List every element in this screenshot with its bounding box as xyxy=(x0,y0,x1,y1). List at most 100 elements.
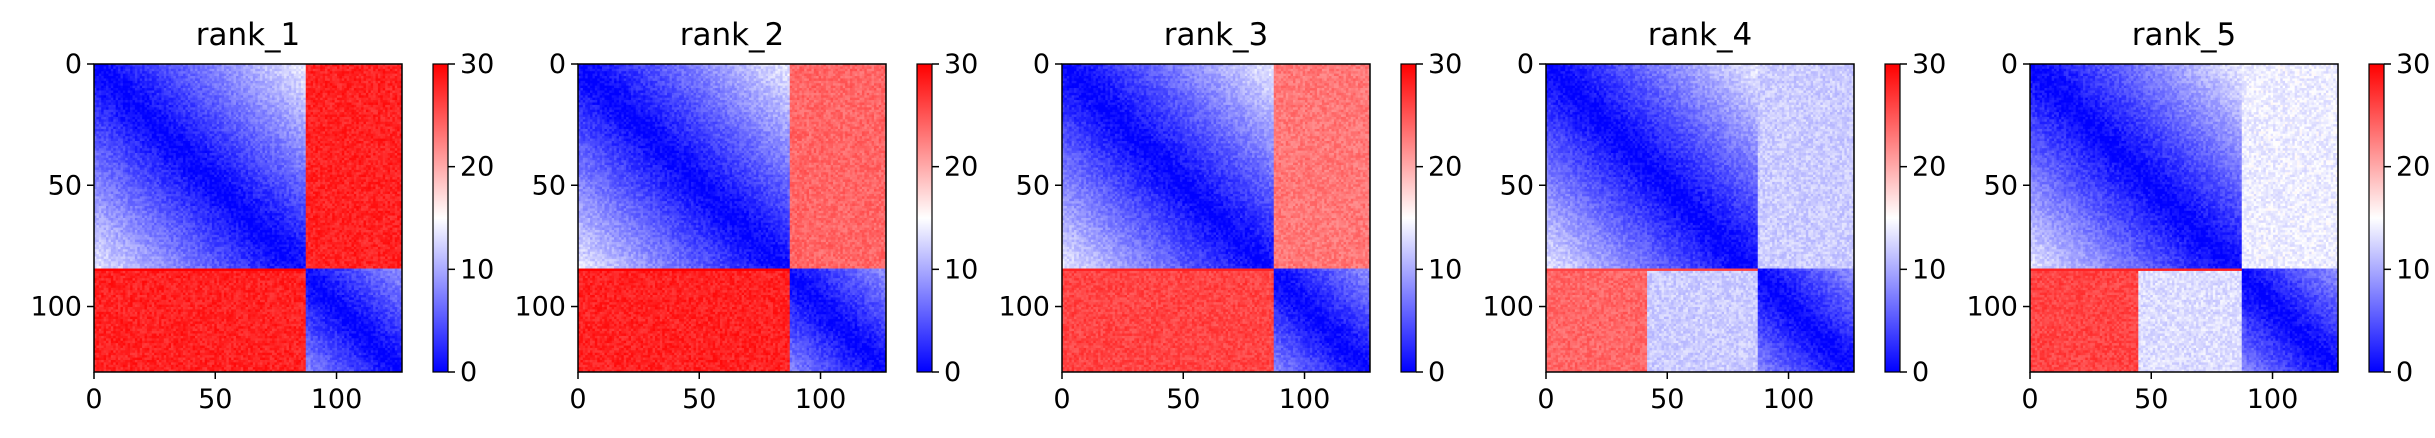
heatmap-cell xyxy=(315,69,318,72)
heatmap-cell xyxy=(291,66,294,69)
heatmap-cell xyxy=(306,69,309,72)
heatmap-cell xyxy=(140,86,143,89)
heatmap-cell xyxy=(183,86,186,89)
heatmap-cell xyxy=(205,74,208,77)
heatmap-cell xyxy=(318,69,321,72)
heatmap-cell xyxy=(366,66,369,69)
heatmap-cell xyxy=(214,78,217,81)
heatmap-cell xyxy=(323,83,326,86)
heatmap-cell xyxy=(96,86,99,89)
heatmap-cell xyxy=(364,83,367,86)
heatmap-cell xyxy=(161,74,164,77)
heatmap-cell xyxy=(248,81,251,84)
heatmap-cell xyxy=(354,71,357,74)
heatmap-cell xyxy=(287,86,290,89)
heatmap-cell xyxy=(108,69,111,72)
heatmap-cell xyxy=(193,66,196,69)
heatmap-cell xyxy=(96,78,99,81)
heatmap-cell xyxy=(330,66,333,69)
heatmap-cell xyxy=(147,86,150,89)
heatmap-cell xyxy=(229,66,232,69)
heatmap-cell xyxy=(140,66,143,69)
heatmap-cell xyxy=(125,74,128,77)
heatmap-cell xyxy=(193,83,196,86)
heatmap-cell xyxy=(260,78,263,81)
heatmap-cell xyxy=(354,78,357,81)
heatmap-cell xyxy=(229,74,232,77)
heatmap-cell xyxy=(166,83,169,86)
heatmap-cell xyxy=(308,81,311,84)
heatmap-cell xyxy=(190,83,193,86)
heatmap-cells xyxy=(94,64,402,372)
heatmap-cell xyxy=(376,71,379,74)
heatmap-cell xyxy=(318,78,321,81)
heatmap-cell xyxy=(104,66,107,69)
heatmap-cell xyxy=(371,71,374,74)
heatmap-cell xyxy=(130,69,133,72)
heatmap-cell xyxy=(270,69,273,72)
heatmap-cell xyxy=(306,71,309,74)
heatmap-cell xyxy=(101,81,104,84)
heatmap-cell xyxy=(291,78,294,81)
heatmap-cell xyxy=(303,78,306,81)
heatmap-cell xyxy=(214,66,217,69)
heatmap-cell xyxy=(241,66,244,69)
heatmap-cell xyxy=(101,78,104,81)
heatmap-cell xyxy=(267,69,270,72)
heatmap-cell xyxy=(347,74,350,77)
heatmap-cell xyxy=(289,81,292,84)
heatmap-cell xyxy=(255,74,258,77)
heatmap-cell xyxy=(125,81,128,84)
heatmap-cell xyxy=(178,76,181,79)
heatmap-cell xyxy=(200,74,203,77)
heatmap-cell xyxy=(197,71,200,74)
heatmap-cell xyxy=(140,78,143,81)
heatmap-cell xyxy=(217,83,220,86)
heatmap-cell xyxy=(219,66,222,69)
heatmap-cell xyxy=(248,74,251,77)
heatmap-cell xyxy=(190,76,193,79)
heatmap-cell xyxy=(287,71,290,74)
heatmap-cell xyxy=(315,76,318,79)
heatmap-cell xyxy=(133,78,136,81)
heatmap-cell xyxy=(392,74,395,77)
heatmap-cell xyxy=(140,83,143,86)
heatmap-cell xyxy=(159,76,162,79)
heatmap-cell xyxy=(111,83,114,86)
heatmap-cell xyxy=(246,76,249,79)
heatmap-cell xyxy=(246,74,249,77)
heatmap-cell xyxy=(219,74,222,77)
heatmap-cell xyxy=(287,66,290,69)
heatmap-cell xyxy=(347,86,350,89)
heatmap-cell xyxy=(104,86,107,89)
heatmap-cell xyxy=(188,76,191,79)
heatmap-cell xyxy=(212,69,215,72)
heatmap-cell xyxy=(351,71,354,74)
heatmap-cell xyxy=(193,76,196,79)
heatmap-cell xyxy=(373,83,376,86)
heatmap-cell xyxy=(195,74,198,77)
heatmap-cell xyxy=(274,81,277,84)
heatmap-cell xyxy=(262,81,265,84)
heatmap-cell xyxy=(296,74,299,77)
heatmap-cell xyxy=(128,78,131,81)
heatmap-cell xyxy=(270,74,273,77)
heatmap-cell xyxy=(133,83,136,86)
heatmap-cell xyxy=(299,69,302,72)
heatmap-cell xyxy=(361,66,364,69)
heatmap-cell xyxy=(332,83,335,86)
heatmap-cell xyxy=(181,71,184,74)
heatmap-cell xyxy=(169,81,172,84)
heatmap-cell xyxy=(101,76,104,79)
heatmap-cell xyxy=(368,83,371,86)
heatmap-cell xyxy=(351,83,354,86)
heatmap-cell xyxy=(330,83,333,86)
heatmap-cell xyxy=(277,83,280,86)
heatmap-cell xyxy=(207,69,210,72)
heatmap-cell xyxy=(274,76,277,79)
heatmap-cell xyxy=(111,78,114,81)
heatmap-cell xyxy=(349,78,352,81)
heatmap-cell xyxy=(111,86,114,89)
heatmap-cell xyxy=(303,74,306,77)
heatmap-cell xyxy=(248,83,251,86)
